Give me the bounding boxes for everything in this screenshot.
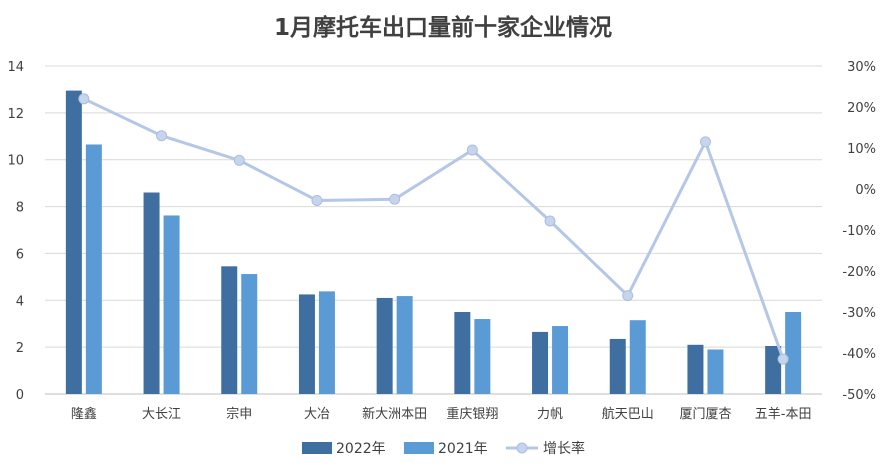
category-label: 重庆银翔 [446, 406, 498, 422]
right-tick-label: 20% [847, 101, 876, 116]
left-axis-ticks: 0 2 4 6 8 10 12 14 [7, 60, 24, 403]
growth-point-力帆 [544, 215, 556, 227]
right-axis-ticks: -50% -40% -30% -20% -10% 0% 10% 20% 30% [842, 60, 876, 403]
bar-2022年-大长江 [143, 192, 160, 394]
legend-swatch-2022 [302, 442, 332, 454]
growth-point-重庆银翔 [466, 144, 478, 156]
bar-2021年-大冶 [318, 291, 335, 394]
category-label: 力帆 [537, 407, 563, 422]
legend-label-2021: 2021年 [438, 441, 488, 457]
right-tick-label: -20% [842, 265, 876, 280]
left-tick-label: 6 [16, 247, 24, 262]
growth-point-五羊-本田 [777, 353, 789, 365]
growth-point-新大洲本田 [389, 193, 401, 205]
bars [65, 90, 802, 394]
right-tick-label: -50% [842, 388, 876, 403]
bar-2022年-新大洲本田 [376, 297, 393, 394]
bar-2021年-五羊-本田 [785, 312, 802, 394]
chart-title: 1月摩托车出口量前十家企业情况 [274, 14, 612, 41]
growth-point-隆鑫 [78, 93, 90, 105]
right-tick-label: 0% [855, 183, 876, 198]
category-label: 五羊-本田 [755, 406, 812, 422]
growth-point-厦门厦杏 [699, 136, 711, 148]
bar-2022年-宗申 [221, 266, 238, 394]
category-label: 新大洲本田 [362, 406, 427, 422]
growth-line [78, 93, 789, 365]
growth-line-path [83, 97, 785, 360]
left-tick-label: 12 [7, 107, 24, 122]
legend: 2022年 2021年 增长率 [302, 440, 585, 457]
growth-point-宗申 [233, 154, 245, 166]
right-tick-label: 30% [847, 60, 876, 75]
growth-point-大冶 [311, 194, 323, 206]
bar-2022年-大冶 [298, 294, 315, 394]
left-tick-label: 4 [16, 294, 24, 309]
left-tick-label: 8 [16, 201, 24, 216]
legend-label-2022: 2022年 [336, 441, 386, 457]
bar-2022年-隆鑫 [65, 90, 82, 394]
gridlines [45, 65, 822, 395]
bar-2021年-宗申 [241, 274, 258, 394]
bar-2021年-航天巴山 [629, 320, 646, 394]
bar-2022年-航天巴山 [609, 338, 626, 394]
bar-2022年-重庆银翔 [454, 312, 471, 394]
right-tick-label: 10% [847, 142, 876, 157]
bar-2022年-五羊-本田 [765, 345, 782, 394]
right-tick-label: -40% [842, 347, 876, 362]
left-tick-label: 10 [7, 154, 24, 169]
legend-label-growth: 增长率 [543, 440, 585, 457]
category-label: 大长江 [142, 407, 181, 422]
left-tick-label: 14 [7, 60, 24, 75]
bar-2021年-隆鑫 [85, 144, 102, 394]
right-tick-label: -30% [842, 306, 876, 321]
bar-2022年-力帆 [532, 331, 549, 394]
bar-2022年-厦门厦杏 [687, 344, 704, 394]
category-label: 宗申 [226, 406, 252, 422]
legend-marker-growth [516, 442, 528, 454]
bar-2021年-重庆银翔 [474, 319, 491, 394]
growth-point-航天巴山 [622, 290, 634, 302]
bar-2021年-力帆 [552, 326, 569, 394]
bar-2021年-大长江 [163, 215, 180, 394]
growth-point-大长江 [156, 130, 168, 142]
left-tick-label: 2 [16, 341, 24, 356]
bar-2021年-厦门厦杏 [707, 349, 724, 394]
category-labels: 隆鑫 大长江 宗申 大冶 新大洲本田 重庆银翔 力帆 航天巴山 厦门厦杏 五羊-本田 [71, 406, 812, 422]
category-label: 厦门厦杏 [679, 407, 731, 422]
category-label: 航天巴山 [602, 406, 654, 422]
left-tick-label: 0 [16, 388, 24, 403]
right-tick-label: -10% [842, 224, 876, 239]
bar-2021年-新大洲本田 [396, 296, 413, 394]
category-label: 隆鑫 [71, 406, 97, 422]
legend-swatch-2021 [404, 442, 434, 454]
category-label: 大冶 [304, 407, 330, 422]
